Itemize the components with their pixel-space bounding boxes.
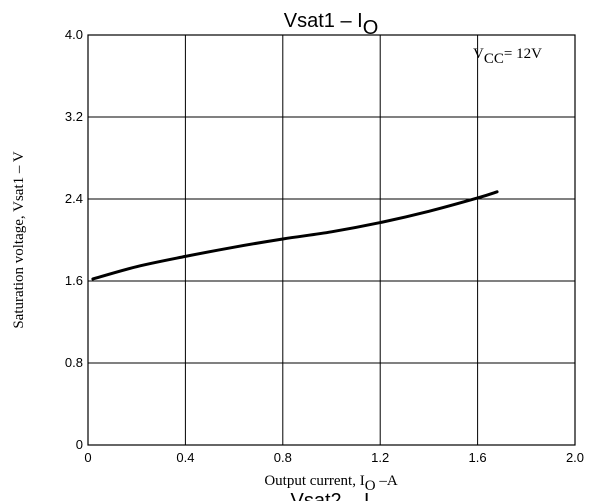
x-tick-label: 1.2 xyxy=(371,450,389,465)
x-tick-label: 0.4 xyxy=(176,450,194,465)
y-axis-label: Saturation voltage, Vsat1 – V xyxy=(11,151,27,329)
x-tick-label: 2.0 xyxy=(566,450,584,465)
x-tick-label: 1.6 xyxy=(469,450,487,465)
x-tick-label: 0 xyxy=(84,450,91,465)
y-tick-label: 4.0 xyxy=(65,27,83,42)
y-tick-label: 1.6 xyxy=(65,273,83,288)
series-line xyxy=(91,190,499,281)
x-axis-ticks: 0 0.4 0.8 1.2 1.6 2.0 xyxy=(84,450,584,465)
x-axis-label: Output current, IO –A xyxy=(264,473,397,494)
x-tick-label: 0.8 xyxy=(274,450,292,465)
y-tick-label: 3.2 xyxy=(65,109,83,124)
series-layer xyxy=(91,190,499,281)
y-tick-label: 0.8 xyxy=(65,355,83,370)
footer-partial-title: Vsat2 – I xyxy=(291,490,370,501)
plot-frame xyxy=(87,34,576,446)
vcc-annotation: VCC= 12V xyxy=(473,46,542,67)
y-tick-label: 0 xyxy=(76,437,83,452)
y-tick-label: 2.4 xyxy=(65,191,83,206)
chart-title: Vsat1 – IO xyxy=(284,10,379,39)
grid xyxy=(87,34,576,446)
y-axis-ticks: 0 0.8 1.6 2.4 3.2 4.0 xyxy=(65,27,83,452)
